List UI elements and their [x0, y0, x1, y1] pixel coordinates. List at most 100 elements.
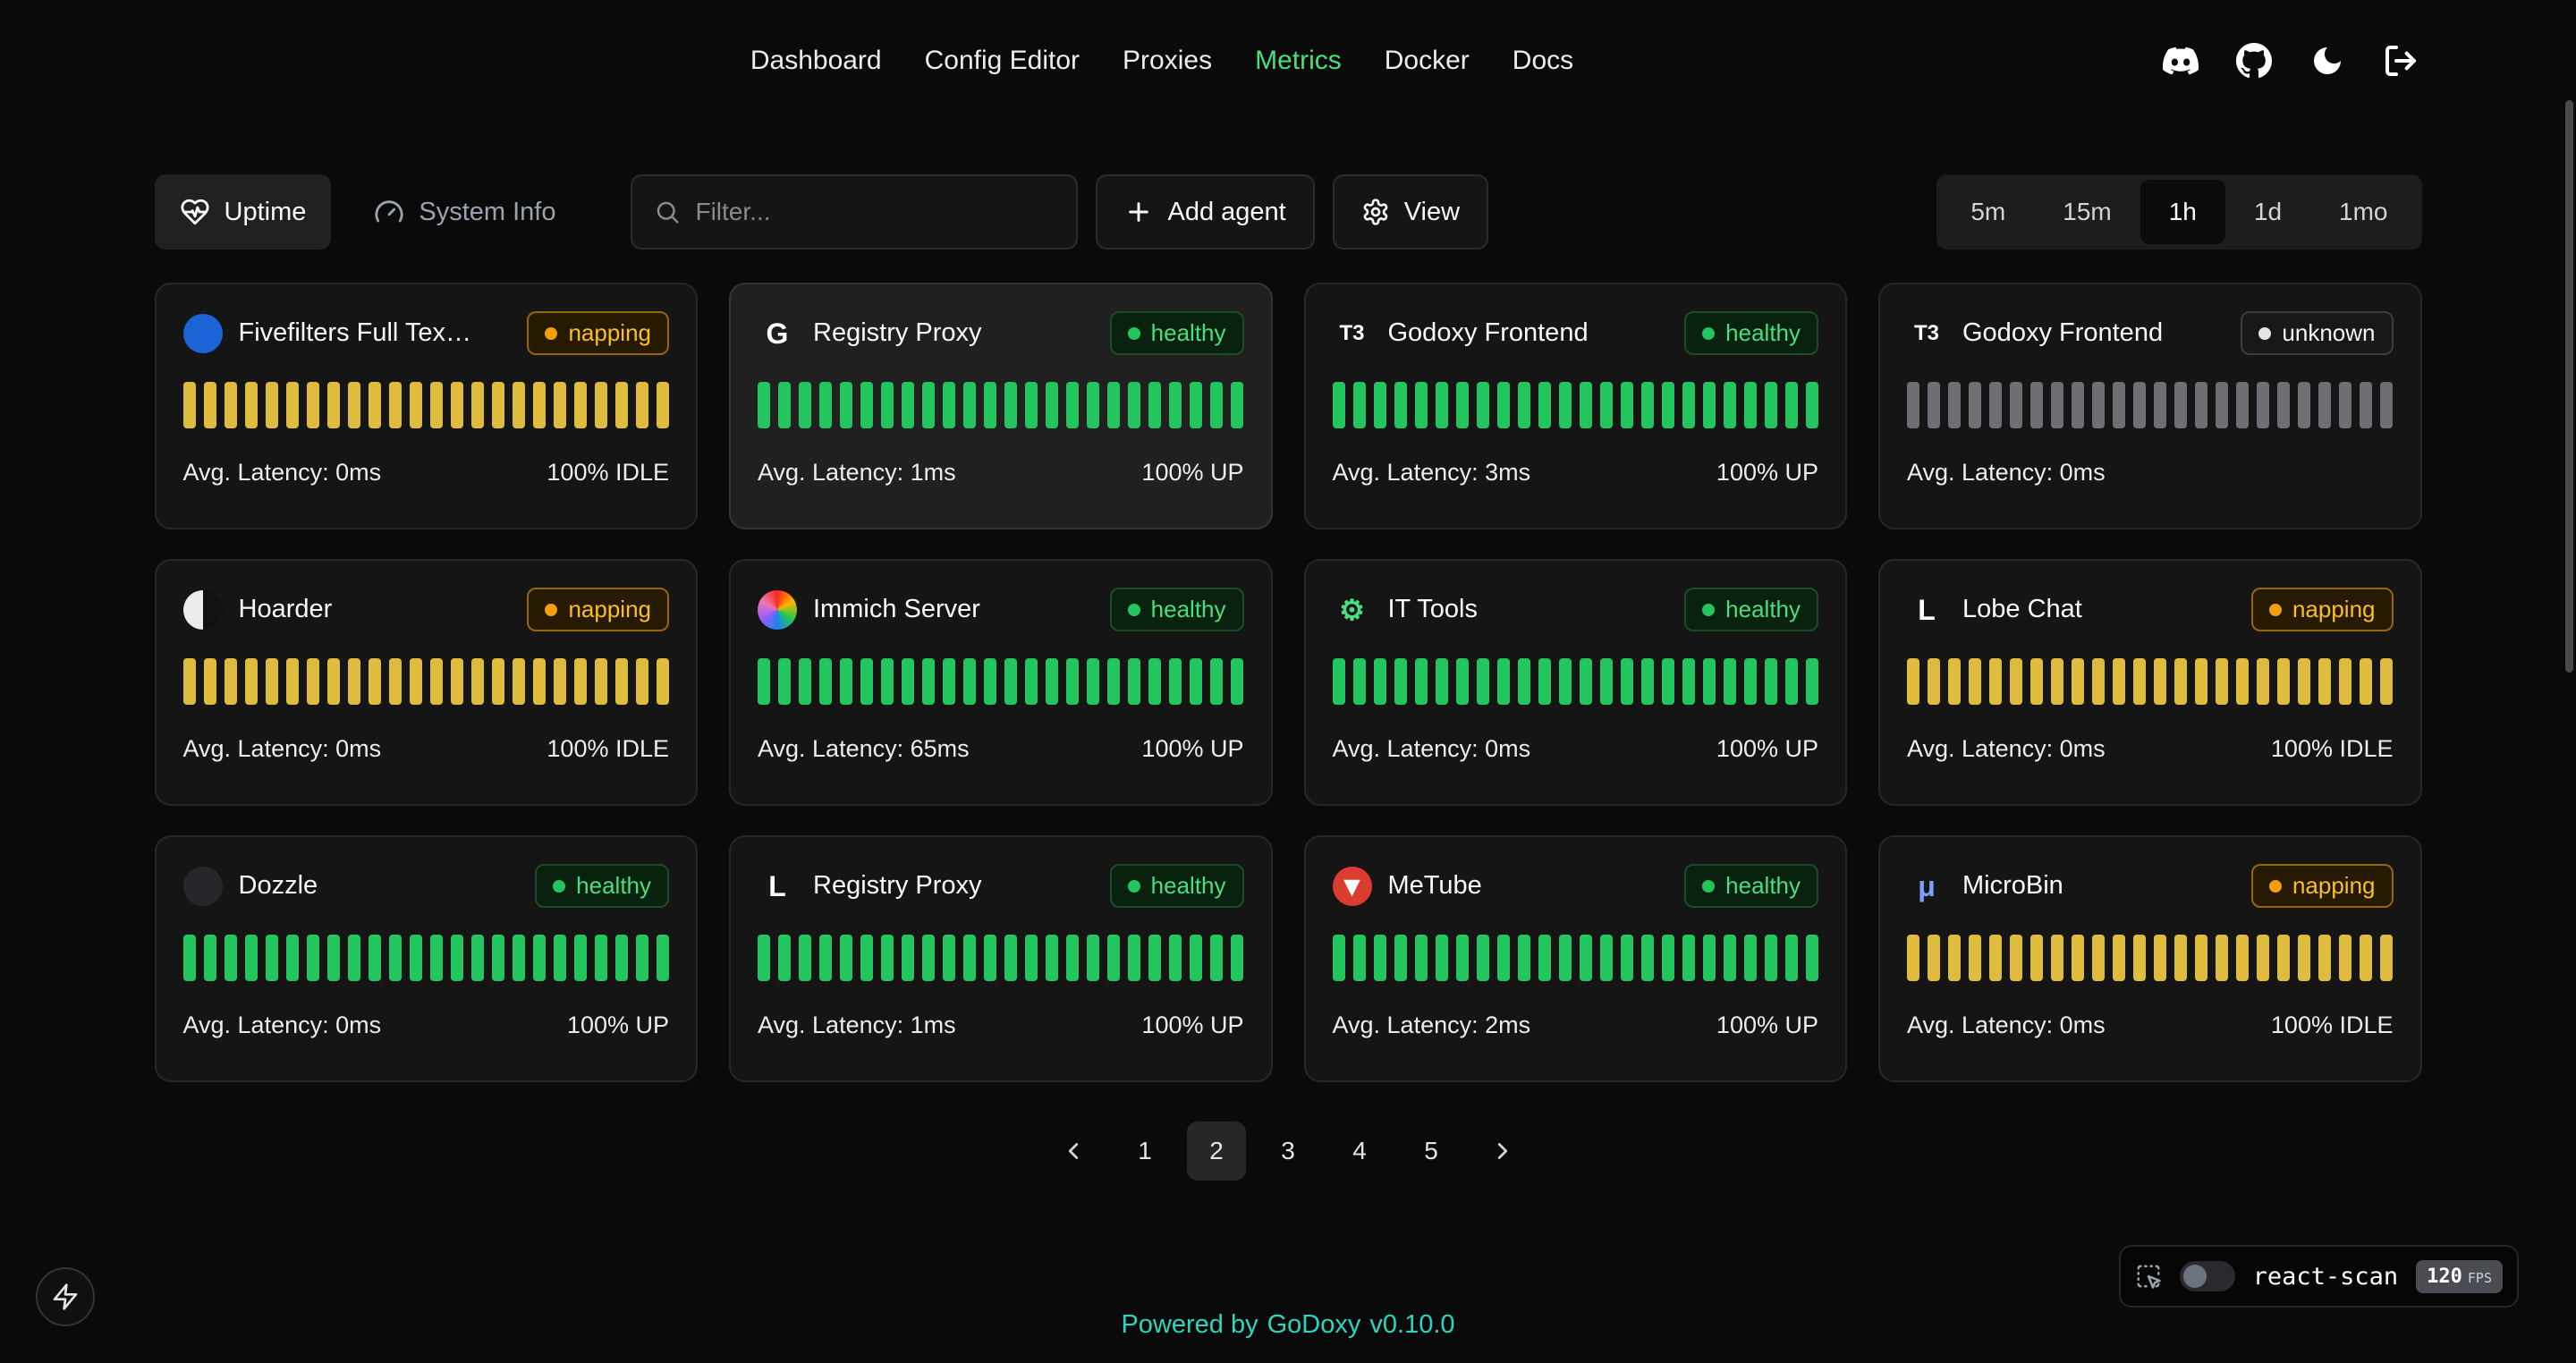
time-range-1mo[interactable]: 1mo: [2310, 180, 2416, 244]
page-5[interactable]: 5: [1402, 1122, 1461, 1181]
uptime-bar: [1538, 382, 1551, 428]
uptime-bar: [1435, 658, 1448, 705]
uptime-bar: [2277, 658, 2291, 705]
uptime-bar: [656, 382, 669, 428]
time-range-1h[interactable]: 1h: [2140, 180, 2225, 244]
monitor-name: Godoxy Frontend: [1387, 318, 1589, 347]
page-4[interactable]: 4: [1330, 1122, 1389, 1181]
uptime-bar: [347, 935, 360, 981]
scrollbar-thumb[interactable]: [2565, 100, 2573, 673]
time-range-1d[interactable]: 1d: [2225, 180, 2310, 244]
uptime-bar: [1435, 935, 1448, 981]
top-nav: Dashboard Config Editor Proxies Metrics Dock…: [0, 0, 2576, 122]
uptime-bars: [1332, 382, 1819, 428]
quick-actions-button[interactable]: [36, 1267, 95, 1326]
time-range-15m[interactable]: 15m: [2034, 180, 2140, 244]
uptime-bar: [1805, 935, 1818, 981]
latency-label: Avg. Latency: 0ms: [1907, 1012, 2106, 1038]
monitor-card-godoxy-frontend[interactable]: T3 Godoxy Frontend unknown Avg. Latency: 0m…: [1878, 283, 2422, 529]
nav-item-docker[interactable]: Docker: [1384, 46, 1470, 75]
monitor-card-registry-proxy[interactable]: L Registry Proxy healthy Avg. Latency: 1ms 1…: [729, 835, 1273, 1082]
uptime-bar: [532, 658, 546, 705]
discord-icon[interactable]: [2161, 41, 2200, 80]
uptime-bar: [1496, 935, 1510, 981]
time-range-5m[interactable]: 5m: [1942, 180, 2034, 244]
uptime-bar: [2092, 382, 2106, 428]
monitor-card-registry-proxy[interactable]: G Registry Proxy healthy Avg. Latency: 1ms 1…: [729, 283, 1273, 529]
monitor-card-immich-server[interactable]: Immich Server healthy Avg. Latency: 65ms 10…: [729, 559, 1273, 806]
uptime-bar: [1210, 382, 1224, 428]
add-agent-label: Add agent: [1167, 197, 1286, 226]
toggle-knob: [2182, 1265, 2207, 1288]
nav-item-config-editor[interactable]: Config Editor: [924, 46, 1080, 75]
nav-item-dashboard[interactable]: Dashboard: [750, 46, 882, 75]
uptime-bar: [2236, 382, 2250, 428]
status-text: napping: [2292, 596, 2376, 622]
time-range-group: 5m 15m 1h 1d 1mo: [1936, 174, 2422, 250]
github-icon[interactable]: [2234, 41, 2274, 80]
page-1[interactable]: 1: [1115, 1122, 1174, 1181]
next-page-button[interactable]: [1473, 1122, 1532, 1181]
uptime-bar: [2154, 658, 2167, 705]
uptime-bar: [573, 935, 587, 981]
nav-item-proxies[interactable]: Proxies: [1123, 46, 1213, 75]
logout-icon[interactable]: [2381, 41, 2420, 80]
uptime-bar: [1476, 935, 1489, 981]
status-badge: napping: [527, 311, 669, 355]
monitor-card-hoarder[interactable]: Hoarder napping Avg. Latency: 0ms 100% IDLE: [154, 559, 698, 806]
zap-icon: [53, 1283, 78, 1310]
status-badge: healthy: [1109, 311, 1244, 355]
monitor-card-lobe-chat[interactable]: L Lobe Chat napping Avg. Latency: 0ms 100% I…: [1878, 559, 2422, 806]
monitor-card-metube[interactable]: ▼ MeTube healthy Avg. Latency: 2ms 100% UP: [1303, 835, 1847, 1082]
uptime-bar: [429, 658, 443, 705]
status-text: unknown: [2282, 319, 2376, 346]
uptime-bar: [819, 382, 833, 428]
monitor-grid: Fivefilters Full Tex… napping Avg. Latency…: [154, 283, 2422, 1082]
monitor-card-godoxy-frontend[interactable]: T3 Godoxy Frontend healthy Avg. Latency: 3m…: [1303, 283, 1847, 529]
uptime-bar: [1128, 658, 1141, 705]
monitor-card-it-tools[interactable]: ⚙ IT Tools healthy Avg. Latency: 0ms 100% UP: [1303, 559, 1847, 806]
version-text: v0.10.0: [1369, 1310, 1455, 1339]
react-scan-toggle[interactable]: [2179, 1261, 2235, 1291]
tab-system-info[interactable]: System Info: [349, 174, 580, 250]
status-text: healthy: [576, 872, 651, 899]
monitor-card-microbin[interactable]: μ MicroBin napping Avg. Latency: 0ms 100% ID…: [1878, 835, 2422, 1082]
uptime-bar: [1620, 658, 1633, 705]
uptime-bar: [1128, 382, 1141, 428]
uptime-bar: [1969, 658, 1982, 705]
status-dot: [545, 326, 558, 340]
add-agent-button[interactable]: Add agent: [1096, 174, 1315, 250]
uptime-bar: [1046, 658, 1059, 705]
uptime-bar: [2195, 658, 2208, 705]
uptime-bar: [984, 935, 997, 981]
dark-mode-icon[interactable]: [2308, 41, 2347, 80]
prev-page-button[interactable]: [1044, 1122, 1103, 1181]
monitor-name: Fivefilters Full Tex…: [238, 318, 472, 347]
uptime-bar: [2339, 658, 2352, 705]
godoxy-link[interactable]: GoDoxy: [1267, 1310, 1361, 1339]
uptime-bar: [1394, 935, 1407, 981]
nav-item-docs[interactable]: Docs: [1512, 46, 1574, 75]
inspect-icon[interactable]: [2135, 1263, 2162, 1290]
uptime-bar: [1989, 935, 2003, 981]
tab-uptime[interactable]: Uptime: [154, 174, 332, 250]
filter-input[interactable]: [695, 198, 1055, 226]
uptime-bar: [553, 658, 566, 705]
uptime-bar: [1661, 935, 1674, 981]
monitor-name: Hoarder: [238, 595, 333, 623]
view-button[interactable]: View: [1332, 174, 1489, 250]
status-badge: healthy: [1684, 588, 1818, 631]
uptime-bar: [2113, 658, 2126, 705]
page-2[interactable]: 2: [1187, 1122, 1246, 1181]
view-label: View: [1403, 197, 1461, 226]
monitor-card-dozzle[interactable]: Dozzle healthy Avg. Latency: 0ms 100% UP: [154, 835, 698, 1082]
page-3[interactable]: 3: [1258, 1122, 1318, 1181]
uptime-bar: [2030, 382, 2044, 428]
uptime-bar: [1210, 935, 1224, 981]
uptime-bar: [1435, 382, 1448, 428]
uptime-bar: [2051, 658, 2064, 705]
app-icon: L: [1918, 593, 1936, 626]
nav-item-metrics[interactable]: Metrics: [1255, 46, 1342, 75]
uptime-bar: [840, 935, 853, 981]
monitor-card-fivefilters-full-tex[interactable]: Fivefilters Full Tex… napping Avg. Latency…: [154, 283, 698, 529]
